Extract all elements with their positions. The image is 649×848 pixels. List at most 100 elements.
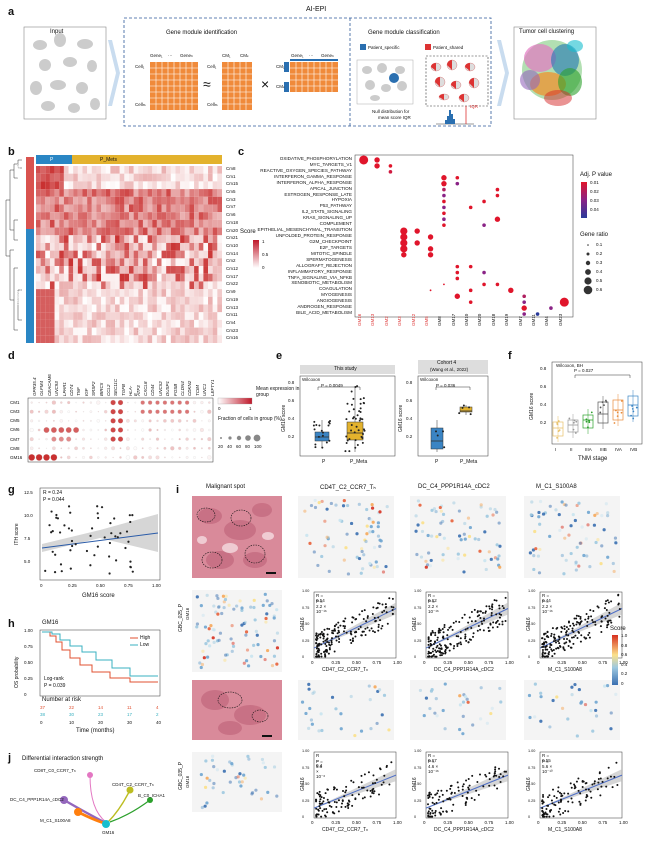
scatter-point (552, 788, 555, 791)
heatmap-cell (63, 173, 69, 182)
scatter-point (483, 617, 486, 620)
scatter-point (589, 609, 592, 612)
tnm-point (599, 411, 602, 414)
heatmap-cell (133, 266, 139, 274)
scatter-point (567, 634, 570, 637)
heatmap-cell (152, 242, 157, 251)
spot (217, 605, 221, 609)
expression-dot (75, 410, 77, 413)
heatmap-cell (161, 304, 167, 313)
heatmap-cell (82, 235, 88, 243)
heatmap-cell (212, 227, 218, 236)
heatmap-cell (68, 266, 74, 274)
heatmap-cell (91, 196, 97, 205)
g-ytick: 10.0 (24, 513, 33, 518)
heatmap-cell (212, 319, 218, 328)
heatmap-cell (161, 181, 167, 190)
scatter-point (563, 637, 566, 640)
scatter-point (580, 634, 583, 637)
heatmap-cell (180, 266, 185, 274)
heatmap-cell (198, 212, 204, 220)
spot (250, 792, 254, 796)
heatmap-cell (124, 266, 129, 274)
panel-label-a: a (8, 6, 15, 18)
scatter-point (344, 625, 347, 628)
heatmap-cell (115, 166, 120, 174)
heatmap-cell (198, 227, 204, 236)
scatter-point (498, 623, 501, 626)
heatmap-cell (73, 304, 78, 313)
spot (359, 571, 363, 575)
spot (498, 544, 502, 548)
heatmap-cell (115, 304, 120, 313)
spot (467, 534, 472, 539)
heatmap-cell (96, 227, 102, 236)
heatmap-cell (73, 281, 78, 290)
spot (463, 694, 468, 699)
scatter-point (579, 803, 582, 806)
heatmap-cell (198, 327, 204, 336)
scatter-point (498, 607, 501, 610)
scatter-point (575, 617, 578, 620)
e-left-test: Wilcoxon (302, 377, 321, 382)
heatmap-row-label: Cm10 (226, 242, 239, 248)
scatter-point (448, 649, 451, 652)
spot (595, 511, 599, 516)
enrichment-dot (468, 288, 473, 293)
enrichment-dot (443, 283, 445, 286)
heatmap-cell (59, 166, 64, 174)
heatmap-cell (105, 189, 111, 197)
expression-dot (90, 447, 92, 450)
scatter-point (586, 620, 589, 623)
heatmap-cell (110, 212, 116, 220)
heatmap-cell (59, 312, 64, 320)
expression-dot (200, 410, 204, 414)
scatter-point (579, 792, 582, 795)
heatmap-cell (161, 266, 167, 274)
heatmap-cell (77, 212, 83, 220)
i-xtick: 0.75 (598, 660, 608, 665)
correlation-scatters (313, 591, 623, 819)
i-xtick: 0.25 (443, 660, 453, 665)
tnm-point (616, 415, 619, 418)
spot (309, 503, 314, 508)
heatmap-cell (203, 289, 209, 297)
scatter-point (563, 642, 566, 645)
pathway-label: MYOGENESIS (321, 292, 352, 298)
expression-dot (207, 409, 212, 414)
spot (374, 560, 378, 564)
heatmap-cell (59, 289, 64, 297)
heatmap-cell (203, 242, 209, 251)
scatter-point (325, 638, 328, 641)
scatter-point (55, 516, 58, 519)
heatmap-cell (124, 289, 129, 297)
scatter-point (116, 536, 119, 539)
heatmap-cell (82, 250, 88, 259)
spot (371, 520, 375, 524)
heatmap-cell (63, 273, 69, 282)
heatmap-cell (129, 242, 134, 251)
scatter-point (427, 803, 430, 806)
expression-dot (29, 428, 34, 432)
scatter-point (439, 812, 442, 815)
i-xtick: 0 (423, 660, 426, 665)
spot (421, 521, 425, 525)
heatmap-cell (77, 327, 83, 336)
heatmap-row-label: Cm2 (226, 258, 236, 264)
heatmap-cell (198, 166, 204, 174)
scatter-point (320, 643, 323, 646)
scatter-point (379, 619, 382, 622)
spot (204, 642, 208, 646)
km-high-curve (42, 631, 158, 683)
expression-dot (28, 454, 36, 461)
spot (272, 654, 277, 658)
f-category: IVA (615, 447, 622, 452)
heatmap-cell (96, 219, 102, 228)
heatmap-cell (142, 304, 148, 313)
expression-dot (104, 428, 108, 432)
enrichment-dot (522, 294, 526, 299)
heatmap-cell (105, 242, 111, 251)
spot (360, 547, 364, 551)
